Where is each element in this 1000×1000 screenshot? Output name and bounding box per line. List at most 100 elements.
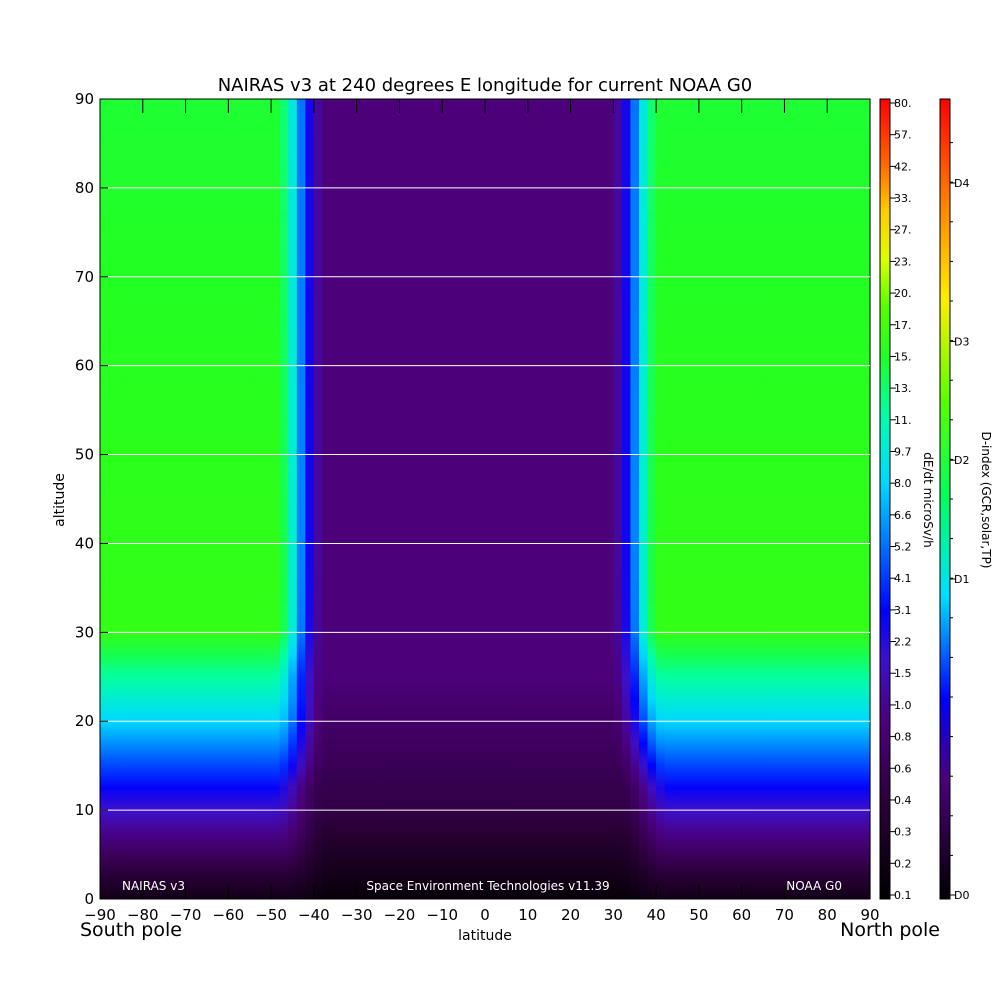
x-tick-label: −30: [341, 906, 373, 924]
heatmap-column: [339, 99, 349, 899]
heatmap-field: [100, 99, 871, 899]
x-tick-label: 90: [860, 906, 879, 924]
y-tick-label: 30: [75, 623, 94, 641]
heatmap-column: [331, 99, 341, 899]
heatmap-column: [416, 99, 426, 899]
y-tick-label: 80: [75, 179, 94, 197]
dose-tick-label: 6.6: [894, 509, 912, 522]
x-tick-label: 10: [518, 906, 537, 924]
heatmap-column: [750, 99, 760, 899]
dose-tick-label: 0.8: [894, 731, 912, 744]
heatmap-column: [604, 99, 614, 899]
heatmap-column: [527, 99, 537, 899]
heatmap-column: [459, 99, 469, 899]
heatmap-column: [775, 99, 786, 899]
x-tick-label: −60: [213, 906, 245, 924]
heatmap-column: [716, 99, 726, 899]
south-pole-label: South pole: [80, 919, 182, 941]
x-tick-label: 30: [604, 906, 623, 924]
dose-tick-label: 57.: [894, 129, 912, 142]
heatmap-column: [271, 99, 281, 899]
heatmap-column: [142, 99, 152, 899]
heatmap-column: [219, 99, 229, 899]
dose-colorbar-ticks: 0.1 0.2 0.3 0.4 0.6 0.8 1.0 1.5 2.2 3.1 4.1 5.2 6.6 8…: [890, 97, 912, 902]
heatmap-column: [656, 99, 666, 899]
y-tick-label: 50: [75, 446, 94, 464]
heatmap-column: [236, 99, 247, 899]
heatmap-column: [639, 99, 649, 899]
heatmap-column: [724, 99, 734, 899]
heatmap-column: [117, 99, 127, 899]
y-axis: 0 10 20 30 40 50 60 70 80 90: [75, 90, 108, 908]
heatmap-column: [134, 99, 144, 899]
heatmap-column: [562, 99, 572, 899]
heatmap-column: [467, 99, 478, 899]
heatmap-column: [801, 99, 811, 899]
y-axis-label: altitude: [52, 473, 68, 527]
x-tick-label: 40: [647, 906, 666, 924]
dindex-tick-label: D1: [954, 573, 969, 586]
heatmap-column: [844, 99, 854, 899]
dose-tick-label: 8.0: [894, 477, 912, 490]
x-tick-label: −50: [255, 906, 287, 924]
heatmap-column: [296, 99, 306, 899]
dindex-colorbar-label: D-index (GCR,solar,TP): [979, 431, 993, 568]
heatmap-column: [425, 99, 435, 899]
footer-center: Space Environment Technologies v11.39: [366, 879, 609, 893]
x-tick-label: −40: [298, 906, 330, 924]
heatmap-column: [168, 99, 178, 899]
x-tick-label: 0: [480, 906, 490, 924]
heatmap-column: [245, 99, 255, 899]
y-tick-label: 60: [75, 357, 94, 375]
dose-tick-label: 2.2: [894, 636, 912, 649]
y-tick-label: 0: [84, 890, 94, 908]
heatmap-column: [707, 99, 717, 899]
heatmap-column: [373, 99, 383, 899]
heatmap-column: [450, 99, 460, 899]
x-axis-label: latitude: [458, 928, 512, 944]
dose-tick-label: 20.: [894, 287, 912, 300]
heatmap-column: [784, 99, 794, 899]
dose-tick-label: 1.0: [894, 699, 912, 712]
dose-tick-label: 17.: [894, 319, 912, 332]
heatmap-column: [125, 99, 135, 899]
heatmap-column: [502, 99, 512, 899]
heatmap-column: [356, 99, 366, 899]
dose-tick-label: 27.: [894, 224, 912, 237]
heatmap-column: [810, 99, 820, 899]
dose-tick-label: 33.: [894, 192, 912, 205]
heatmap-column: [698, 99, 709, 899]
x-tick-label: −70: [170, 906, 202, 924]
heatmap-column: [399, 99, 409, 899]
heatmap-column: [613, 99, 623, 899]
x-tick-label: 50: [689, 906, 708, 924]
dose-tick-label: 3.1: [894, 604, 912, 617]
heatmap-column: [596, 99, 606, 899]
heatmap-column: [262, 99, 272, 899]
dose-tick-label: 0.4: [894, 794, 912, 807]
heatmap-column: [151, 99, 161, 899]
heatmap-column: [767, 99, 777, 899]
dindex-colorbar-ticks: D0 D1 D2 D3 D4: [950, 142, 969, 902]
heatmap-column: [818, 99, 828, 899]
x-tick-label: 80: [818, 906, 837, 924]
chart-title: NAIRAS v3 at 240 degrees E longitude for…: [218, 75, 753, 96]
dose-tick-label: 0.1: [894, 889, 912, 902]
dose-tick-label: 1.5: [894, 667, 912, 680]
heatmap-column: [211, 99, 221, 899]
heatmap-column: [100, 99, 110, 899]
dose-tick-label: 42.: [894, 160, 912, 173]
x-tick-label: 20: [561, 906, 580, 924]
heatmap-column: [793, 99, 803, 899]
dindex-colorbar: [939, 98, 951, 900]
grid-lines: [100, 187, 870, 811]
dose-tick-label: 13.: [894, 382, 912, 395]
footer-left: NAIRAS v3: [122, 879, 185, 893]
heatmap-column: [587, 99, 597, 899]
heatmap-column: [108, 99, 118, 899]
heatmap-column: [194, 99, 204, 899]
dose-tick-label: 80.: [894, 97, 912, 110]
dindex-tick-label: D3: [954, 335, 969, 348]
dose-tick-label: 0.6: [894, 762, 912, 775]
